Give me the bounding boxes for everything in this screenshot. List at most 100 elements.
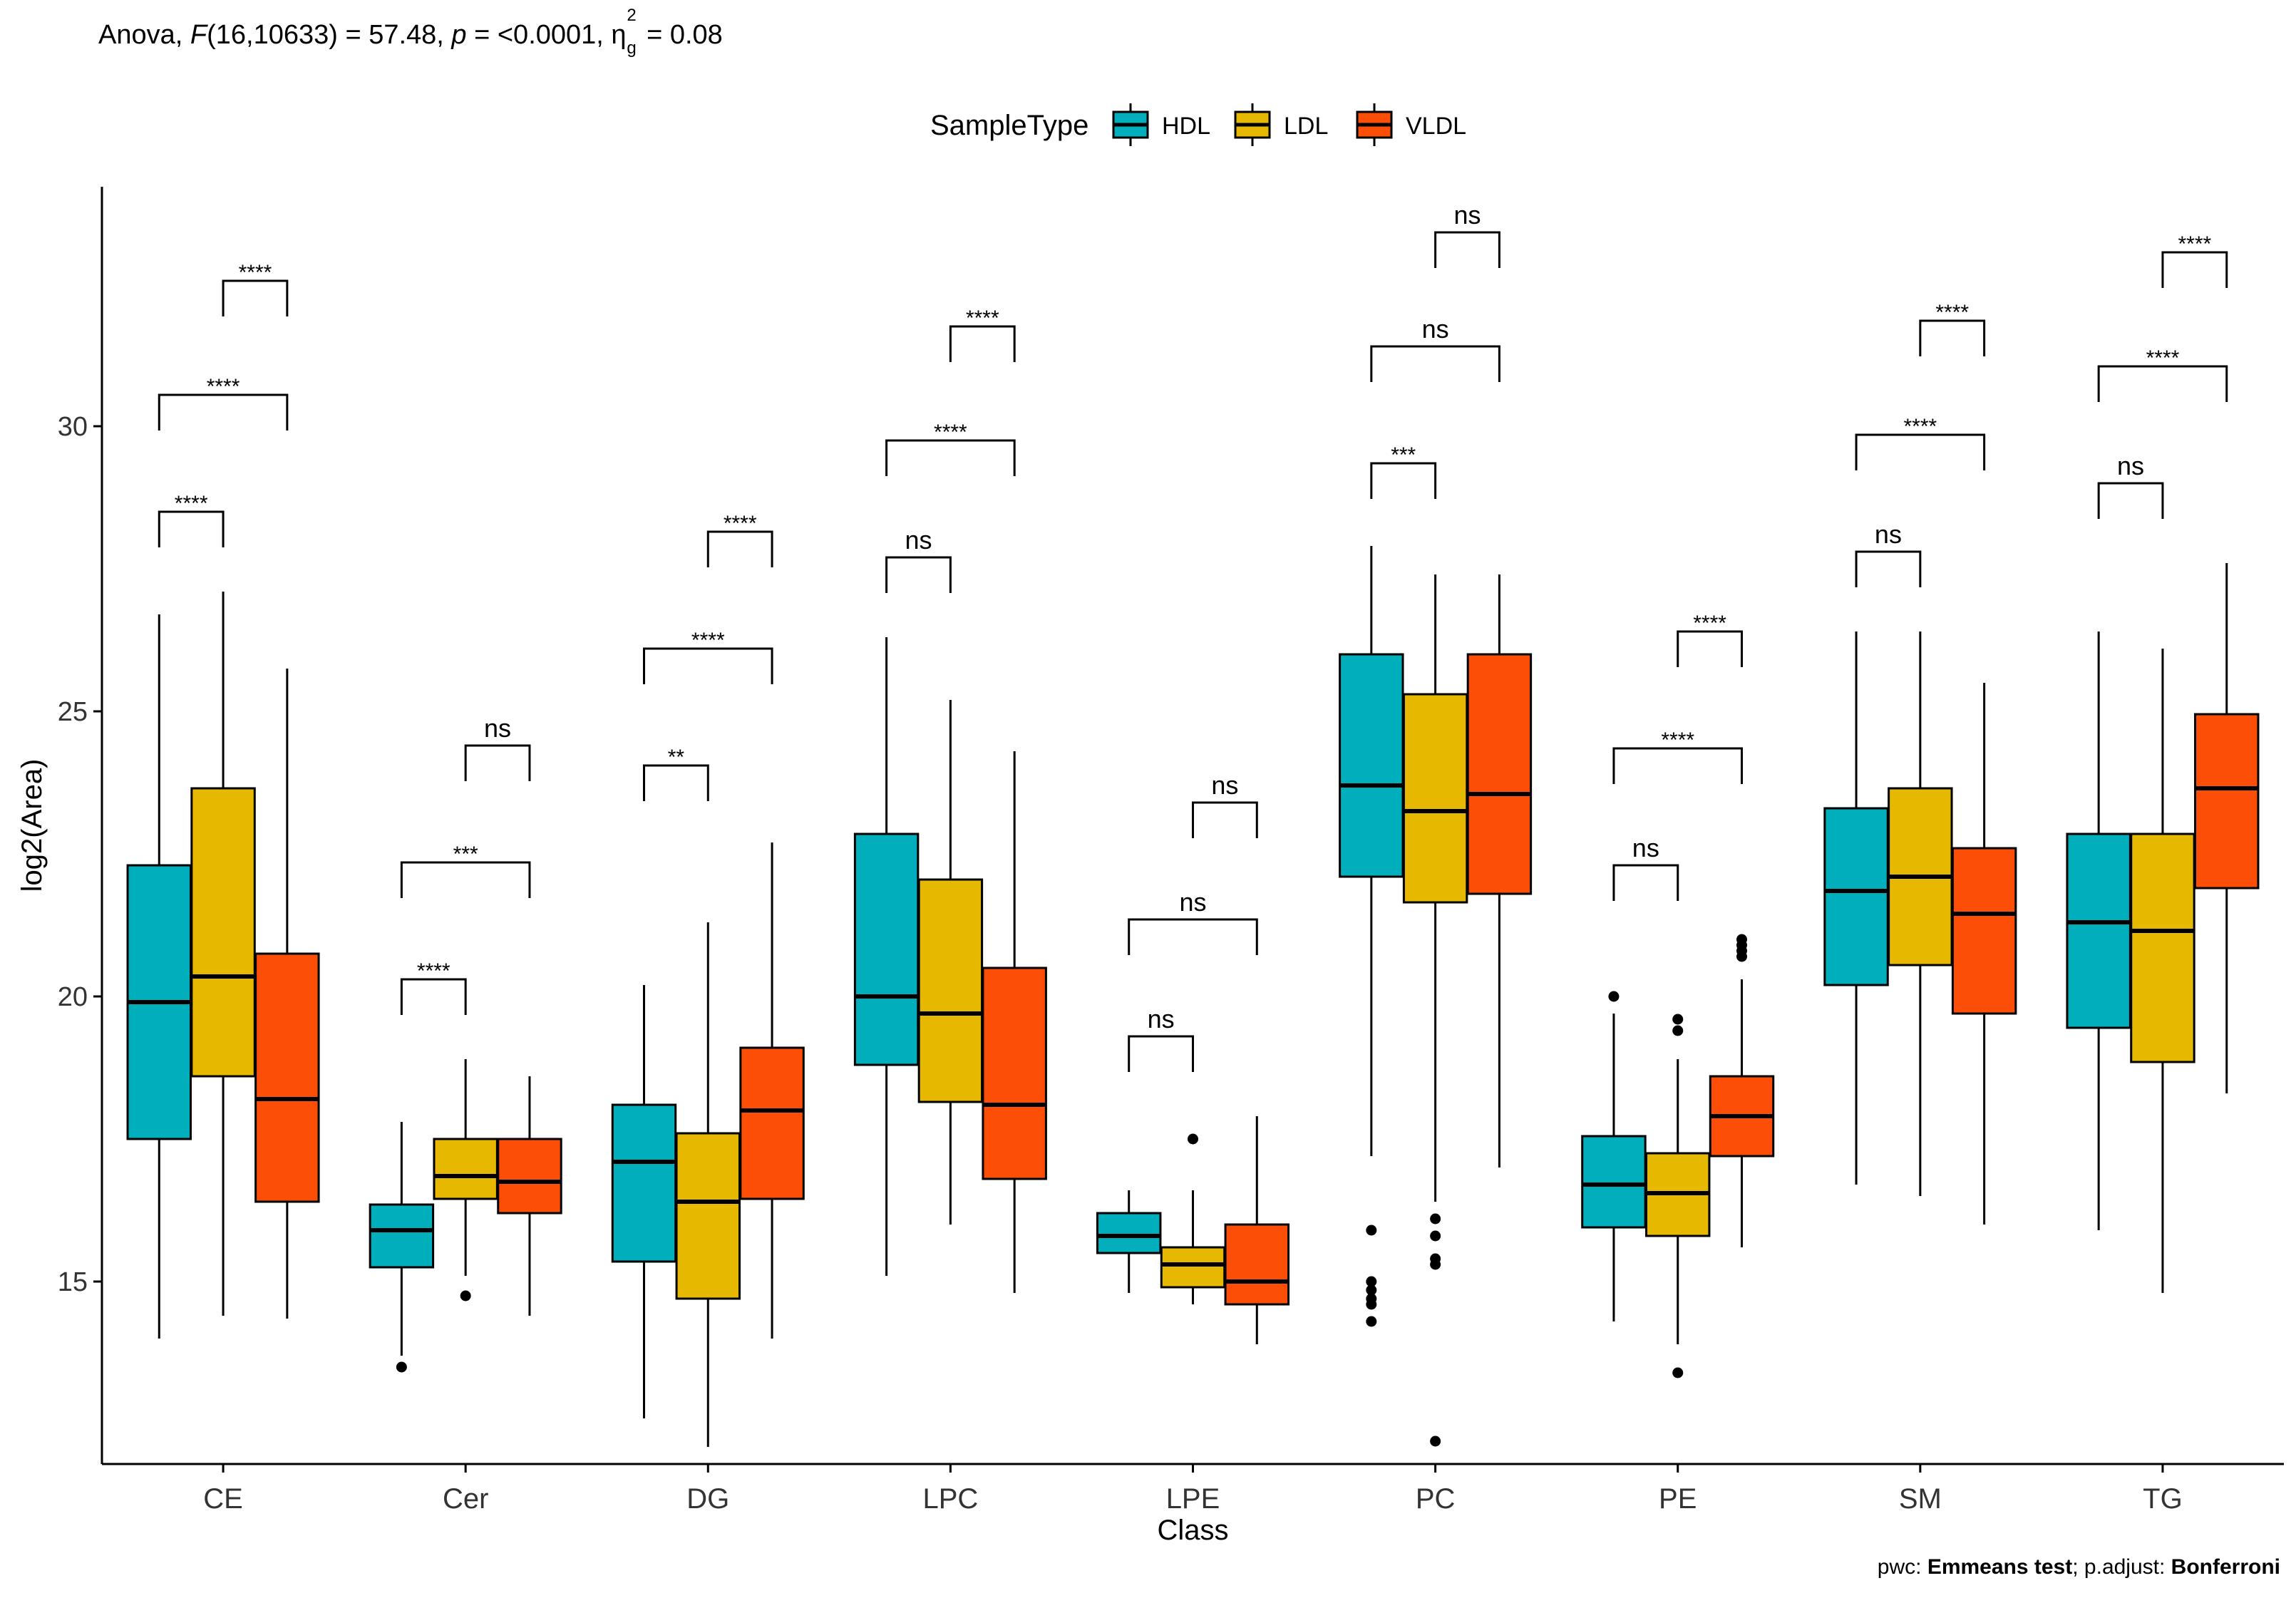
eta-letter: η — [611, 20, 627, 50]
box-body — [739, 1046, 805, 1200]
box-body — [1823, 807, 1889, 986]
box-body — [497, 1138, 562, 1215]
bracket — [1370, 345, 1500, 382]
caption-adjust-value: Bonferroni — [2171, 1555, 2280, 1579]
f-stat-label: F — [190, 20, 207, 50]
legend-title: SampleType — [930, 110, 1088, 141]
outlier-point — [1366, 1284, 1377, 1296]
box-body — [917, 878, 984, 1103]
box-body — [853, 832, 920, 1066]
box-ce-ldl — [190, 592, 256, 1316]
comparison-lpc-hdl-ldl: ns — [885, 525, 952, 593]
box-lpe-vldl — [1224, 1116, 1290, 1344]
comparison-dg-hdl-vldl: **** — [642, 629, 773, 684]
comparison-dg-ldl-vldl: **** — [706, 512, 773, 567]
outlier-point — [1366, 1225, 1377, 1236]
outlier-point — [1672, 1025, 1684, 1036]
eta-value: = 0.08 — [639, 20, 723, 50]
x-tick-label-pe: PE — [1659, 1483, 1697, 1515]
anova-prefix: Anova, — [98, 20, 190, 50]
legend-item-hdl: HDL — [1112, 103, 1210, 146]
caption-pwc-label: pwc: — [1877, 1555, 1927, 1579]
bracket — [642, 764, 709, 801]
significance-label: **** — [934, 421, 967, 444]
bracket — [1612, 864, 1679, 901]
y-tick-label: 20 — [58, 982, 88, 1012]
significance-label: **** — [691, 629, 725, 652]
y-tick-label: 15 — [58, 1267, 88, 1297]
box-ce-hdl — [126, 614, 192, 1339]
x-tick-label-tg: TG — [2143, 1483, 2183, 1515]
caption-pwc: pwc: Emmeans test; p.adjust: Bonferroni — [1878, 1555, 2280, 1579]
significance-label: **** — [1903, 415, 1937, 438]
box-body — [433, 1138, 498, 1200]
x-tick-label-cer: Cer — [443, 1483, 488, 1515]
box-cer-ldl — [433, 1059, 498, 1301]
outlier-point — [1188, 1133, 1198, 1145]
bracket — [1677, 630, 1744, 667]
caption-pwc-value: Emmeans test — [1927, 1555, 2073, 1579]
eta-subscript: g — [627, 38, 637, 58]
x-tick-label-dg: DG — [686, 1483, 729, 1515]
box-pc-vldl — [1466, 574, 1533, 1167]
x-tick-label-pc: PC — [1416, 1483, 1456, 1515]
comparison-lpe-ldl-vldl: ns — [1192, 770, 1258, 838]
significance-label: ** — [668, 746, 685, 769]
outlier-point — [1430, 1230, 1441, 1242]
comparison-cer-ldl-vldl: ns — [464, 713, 531, 781]
comparison-lpe-hdl-vldl: ns — [1128, 887, 1258, 955]
box-dg-ldl — [675, 922, 741, 1447]
bracket — [642, 647, 773, 684]
comparison-lpc-ldl-vldl: **** — [949, 306, 1016, 362]
bracket — [1434, 231, 1500, 268]
legend-label: HDL — [1162, 113, 1210, 140]
bracket — [706, 530, 773, 567]
bracket — [949, 325, 1016, 362]
outlier-point — [1608, 991, 1620, 1002]
significance-label: **** — [966, 306, 999, 330]
box-pc-ldl — [1402, 574, 1468, 1447]
box-sm-ldl — [1888, 632, 1953, 1196]
significance-label: *** — [453, 842, 478, 866]
comparison-pe-hdl-vldl: **** — [1612, 728, 1744, 784]
box-pe-vldl — [1709, 934, 1775, 1247]
significance-label: **** — [2178, 232, 2211, 256]
box-dg-hdl — [611, 985, 677, 1418]
box-body — [1224, 1223, 1290, 1306]
legend: SampleType HDL LDL VLDL — [930, 103, 1466, 146]
bracket — [2161, 251, 2228, 288]
significance-label: **** — [175, 492, 208, 515]
comparison-ce-hdl-ldl: **** — [158, 492, 225, 547]
box-body — [1466, 653, 1533, 895]
bracket — [2097, 365, 2228, 402]
box-body — [675, 1132, 741, 1300]
box-body — [254, 952, 320, 1203]
box-body — [982, 966, 1047, 1180]
bracket — [158, 393, 289, 431]
significance-label: **** — [207, 375, 240, 398]
box-body — [2130, 832, 2195, 1063]
box-pe-hdl — [1581, 991, 1647, 1321]
significance-label: ns — [1422, 314, 1449, 344]
bracket — [1919, 319, 1986, 356]
outlier-point — [1366, 1316, 1377, 1327]
f-stat-value: (16,10633) = 57.48, — [207, 20, 452, 50]
x-tick-label-ce: CE — [203, 1483, 243, 1515]
outlier-point — [1672, 1367, 1684, 1378]
box-sm-vldl — [1951, 683, 2017, 1225]
box-body — [611, 1103, 677, 1263]
comparison-cer-hdl-vldl: *** — [400, 842, 531, 898]
significance-label: ns — [1632, 833, 1659, 862]
significance-label: ns — [905, 525, 932, 555]
outlier-point — [1366, 1276, 1377, 1287]
axes: 15 20 25 30 CE Cer DG LPC LPE PC PE SM TG Class log2(A… — [16, 187, 2284, 1546]
significance-label: ns — [1211, 770, 1238, 800]
outlier-point — [1672, 1014, 1684, 1025]
eta-superscript: 2 — [627, 6, 637, 25]
significance-label: ns — [484, 713, 511, 743]
outlier-point — [1430, 1259, 1441, 1270]
significance-label: ns — [1453, 200, 1481, 230]
bracket — [464, 744, 531, 781]
y-tick-label: 30 — [58, 412, 88, 442]
